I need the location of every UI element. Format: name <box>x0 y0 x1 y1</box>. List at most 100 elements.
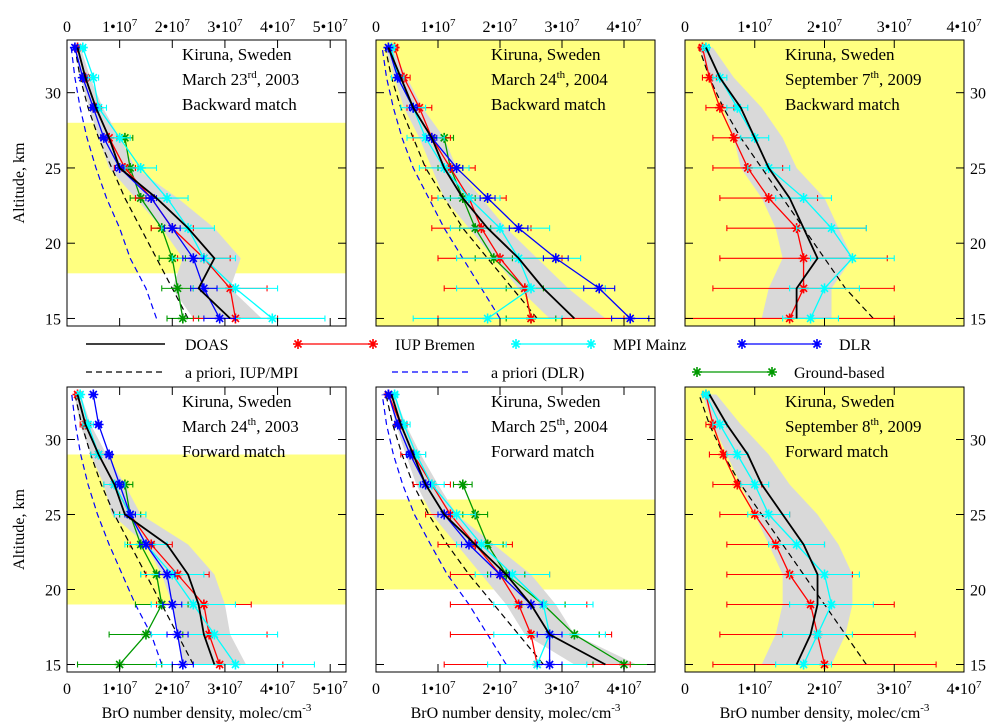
x-tick-exponent: 7 <box>767 17 773 29</box>
legend-item-dlr: DLR <box>737 337 871 354</box>
mpi-point <box>135 162 146 173</box>
mpi-series <box>700 42 895 324</box>
dlr-point <box>513 223 524 234</box>
x-tick-exponent: 7 <box>574 679 580 691</box>
x-tick-exponent: 7 <box>906 17 912 29</box>
mpi-point <box>826 223 837 234</box>
annotation-date: March 25th, 2004 <box>491 416 608 436</box>
y-tick-label: 30 <box>970 433 986 450</box>
annotation-date-year: , 2003 <box>256 417 299 436</box>
mpi-point <box>700 389 711 400</box>
legend-label: DLR <box>839 337 871 354</box>
mpi-point <box>700 42 711 53</box>
apriori_iup-line <box>74 394 194 665</box>
annotation-date-year: , 2003 <box>257 70 300 89</box>
ground-point <box>177 313 188 324</box>
annotation-location: Kiruna, Sweden <box>491 45 601 64</box>
annotation-date-suffix: th <box>248 416 257 428</box>
x-tick-exponent: 7 <box>290 17 296 29</box>
mpi-point <box>77 42 88 53</box>
x-tick-exponent: 7 <box>837 17 843 29</box>
mpi-point <box>812 629 823 640</box>
mpi-line <box>82 47 273 319</box>
iup-point <box>728 132 739 143</box>
legend-marker <box>368 339 378 349</box>
annotation-location: Kiruna, Sweden <box>491 392 601 411</box>
axis-ticks <box>375 40 655 326</box>
x-tick-exponent: 7 <box>636 17 642 29</box>
doas-line <box>387 47 576 320</box>
dlr-point <box>77 72 88 83</box>
x-tick-label: 3•107 <box>544 17 580 36</box>
legend-label: IUP Bremen <box>395 337 475 354</box>
x-tick-label: 4•107 <box>606 17 642 36</box>
mpi-point <box>714 419 725 430</box>
legend-item-doas: DOAS <box>86 337 229 354</box>
doas-uncertainty-area <box>388 394 637 665</box>
x-tick-label: 3•107 <box>207 17 243 36</box>
x-tick-label: 5•107 <box>313 17 349 36</box>
dlr-series <box>88 389 194 670</box>
mpi-point <box>209 629 220 640</box>
y-tick-label: 15 <box>45 658 61 675</box>
dlr-point <box>88 389 99 400</box>
x-tick-label: 2•107 <box>807 17 843 36</box>
mpi-point <box>538 599 549 610</box>
panel-1-1: 0 1•107 2•107 3•107 4•107 Kiruna, Sweden March… <box>372 386 656 722</box>
annotation-date-year: , 2009 <box>879 417 922 436</box>
mpi-point <box>763 509 774 520</box>
dlr-point <box>140 539 151 550</box>
mpi-point <box>451 509 462 520</box>
x-tick-label: 3•107 <box>207 679 243 698</box>
annotation-location: Kiruna, Sweden <box>182 392 292 411</box>
panel-0-1: 0 1•107 2•107 3•107 4•107 Kiruna, Sweden March… <box>372 17 656 327</box>
dlr-point <box>167 599 178 610</box>
doas-line <box>76 394 216 665</box>
dlr-point <box>464 539 474 550</box>
y-tick-label: 25 <box>45 508 61 525</box>
panel-plot-area <box>685 387 964 672</box>
apriori_iup-line <box>74 47 189 319</box>
dlr-point <box>405 449 416 460</box>
annotation-location: Kiruna, Sweden <box>785 392 895 411</box>
mpi-point <box>798 193 809 204</box>
dlr-point <box>214 313 225 324</box>
y-tick-label: 20 <box>45 236 61 253</box>
dlr-point <box>495 569 505 580</box>
y-tick-label: 25 <box>970 508 986 525</box>
legend: DOAS IUP Bremen MPI Mainz DLR a priori, IUP/… <box>86 337 885 382</box>
x-axis-label: BrO number density, molec/cm-3 <box>102 702 312 722</box>
mpi-line <box>393 394 551 665</box>
dlr-point <box>93 419 104 430</box>
iup-line <box>393 47 532 319</box>
dlr-point <box>98 132 109 143</box>
x-tick-label: 1•107 <box>102 679 138 698</box>
panel-frame <box>375 39 656 327</box>
apriori_dlr-line <box>381 394 507 665</box>
legend-label: Ground-based <box>794 365 885 382</box>
dlr-point <box>146 193 157 204</box>
x-tick-exponent: 7 <box>450 679 456 691</box>
dlr-point <box>625 313 636 324</box>
legend-marker <box>293 339 303 349</box>
x-tick-label: 1•107 <box>737 679 773 698</box>
x-tick-label: 1•107 <box>102 17 138 36</box>
dlr-line <box>92 394 184 665</box>
x-axis-label-exponent: -3 <box>302 702 312 714</box>
axis-ticks <box>684 387 965 672</box>
x-axis-label-exponent: -3 <box>920 702 930 714</box>
dlr-point <box>162 569 173 580</box>
panel-0-2: 0 1•107 2•107 3•107 4•107 15 20 25 30 Kiruna, Swe… <box>681 17 986 328</box>
x-tick-exponent: 7 <box>237 679 243 691</box>
x-tick-exponent: 7 <box>132 17 138 29</box>
legend-marker <box>511 339 521 349</box>
dlr-point <box>550 253 561 264</box>
dlr-point <box>392 419 403 430</box>
mpi-point <box>411 449 422 460</box>
axis-ticks <box>66 387 346 672</box>
x-tick-exponent: 7 <box>132 679 138 691</box>
y-tick-label: 25 <box>45 161 61 178</box>
axis-ticks <box>684 40 965 326</box>
ground-point <box>172 283 183 294</box>
mpi-point <box>826 599 837 610</box>
